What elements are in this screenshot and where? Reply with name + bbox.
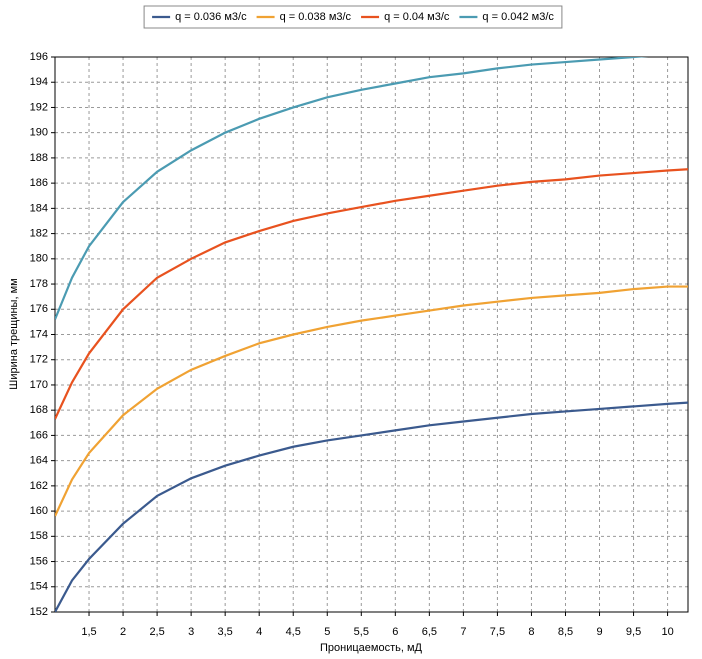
y-tick-label: 186 bbox=[30, 177, 48, 189]
y-tick-label: 182 bbox=[30, 227, 48, 239]
x-tick-label: 8 bbox=[528, 626, 534, 638]
x-tick-label: 3,5 bbox=[218, 626, 233, 638]
line-series bbox=[55, 57, 649, 320]
line-series bbox=[55, 168, 688, 420]
x-tick-label: 8,5 bbox=[558, 626, 573, 638]
x-tick-label: 10 bbox=[661, 626, 673, 638]
y-tick-label: 158 bbox=[30, 530, 48, 542]
legend-label: q = 0.038 м3/с bbox=[280, 11, 352, 23]
y-tick-label: 188 bbox=[30, 152, 48, 164]
y-tick-label: 156 bbox=[30, 555, 48, 567]
legend: q = 0.036 м3/с q = 0.038 м3/с q = 0.04 м3/… bbox=[143, 5, 563, 29]
y-tick-label: 162 bbox=[30, 480, 48, 492]
y-tick-label: 178 bbox=[30, 278, 48, 290]
y-tick-label: 172 bbox=[30, 354, 48, 366]
y-tick-label: 196 bbox=[30, 51, 48, 63]
x-tick-label: 4,5 bbox=[286, 626, 301, 638]
x-tick-label: 4 bbox=[256, 626, 262, 638]
x-tick-label: 7,5 bbox=[490, 626, 505, 638]
x-tick-label: 2,5 bbox=[149, 626, 164, 638]
y-tick-label: 160 bbox=[30, 505, 48, 517]
x-tick-label: 5 bbox=[324, 626, 330, 638]
y-tick-label: 166 bbox=[30, 429, 48, 441]
x-tick-label: 9,5 bbox=[626, 626, 641, 638]
legend-label: q = 0.04 м3/с bbox=[384, 11, 450, 23]
x-tick-label: 2 bbox=[120, 626, 126, 638]
line-series bbox=[55, 401, 688, 612]
y-tick-label: 174 bbox=[30, 328, 48, 340]
y-tick-label: 168 bbox=[30, 404, 48, 416]
x-tick-label: 1,5 bbox=[81, 626, 96, 638]
y-tick-label: 180 bbox=[30, 253, 48, 265]
y-tick-label: 154 bbox=[30, 581, 48, 593]
x-axis-label: Проницаемость, мД bbox=[320, 642, 423, 654]
legend-label: q = 0.036 м3/с bbox=[175, 11, 247, 23]
plot-frame bbox=[54, 56, 689, 613]
x-tick-label: 5,5 bbox=[354, 626, 369, 638]
y-axis-label: Ширина трещины, мм bbox=[8, 278, 20, 389]
y-tick-label: 152 bbox=[30, 606, 48, 618]
y-tick-label: 164 bbox=[30, 455, 48, 467]
y-tick-label: 190 bbox=[30, 127, 48, 139]
x-tick-label: 6,5 bbox=[422, 626, 437, 638]
y-tick-label: 176 bbox=[30, 303, 48, 315]
x-tick-label: 7 bbox=[460, 626, 466, 638]
y-tick-label: 184 bbox=[30, 202, 48, 214]
y-tick-label: 192 bbox=[30, 101, 48, 113]
legend-label: q = 0.042 м3/с bbox=[482, 11, 554, 23]
y-tick-label: 170 bbox=[30, 379, 48, 391]
y-tick-label: 194 bbox=[30, 76, 48, 88]
legend-box bbox=[143, 5, 563, 29]
x-tick-label: 6 bbox=[392, 626, 398, 638]
line-series bbox=[55, 285, 688, 517]
x-tick-label: 9 bbox=[596, 626, 602, 638]
plot-lines bbox=[55, 57, 688, 612]
x-tick-label: 3 bbox=[188, 626, 194, 638]
